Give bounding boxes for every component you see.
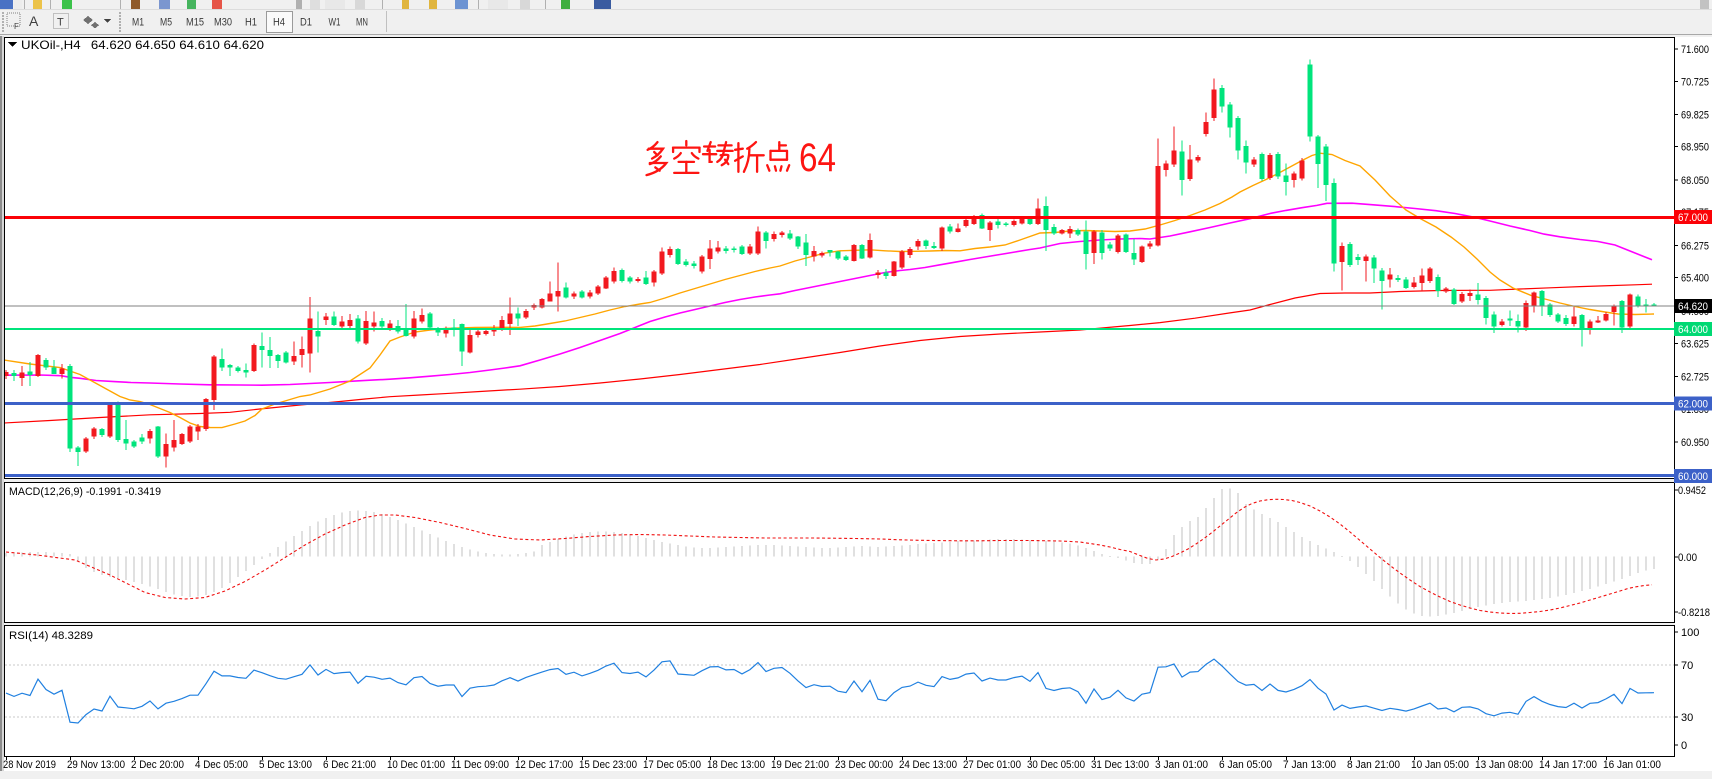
- svg-text:60.000: 60.000: [1678, 471, 1708, 483]
- svg-text:D1: D1: [300, 17, 312, 29]
- svg-text:0.9452: 0.9452: [1678, 485, 1706, 497]
- svg-text:18 Dec 13:00: 18 Dec 13:00: [707, 759, 765, 771]
- svg-text:-0.8218: -0.8218: [1678, 607, 1710, 619]
- svg-text:62.725: 62.725: [1681, 372, 1709, 384]
- svg-text:68.050: 68.050: [1681, 175, 1709, 187]
- svg-text:100: 100: [1681, 627, 1699, 639]
- svg-text:63.625: 63.625: [1681, 338, 1709, 350]
- svg-text:M5: M5: [160, 17, 172, 29]
- svg-text:H4: H4: [273, 17, 285, 29]
- svg-text:6 Dec 21:00: 6 Dec 21:00: [323, 759, 376, 771]
- svg-text:M15: M15: [186, 17, 204, 29]
- svg-text:24 Dec 13:00: 24 Dec 13:00: [899, 759, 957, 771]
- svg-text:28 Nov 2019: 28 Nov 2019: [3, 759, 56, 771]
- svg-text:H1: H1: [245, 17, 257, 29]
- svg-text:17 Dec 05:00: 17 Dec 05:00: [643, 759, 701, 771]
- svg-text:60.950: 60.950: [1681, 437, 1709, 449]
- svg-text:30 Dec 05:00: 30 Dec 05:00: [1027, 759, 1085, 771]
- svg-text:2 Dec 20:00: 2 Dec 20:00: [131, 759, 184, 771]
- svg-text:5 Dec 13:00: 5 Dec 13:00: [259, 759, 312, 771]
- svg-text:23 Dec 00:00: 23 Dec 00:00: [835, 759, 893, 771]
- svg-text:7 Jan 13:00: 7 Jan 13:00: [1283, 759, 1336, 771]
- svg-text:15 Dec 23:00: 15 Dec 23:00: [579, 759, 637, 771]
- svg-text:A: A: [29, 13, 39, 29]
- svg-text:6 Jan 05:00: 6 Jan 05:00: [1219, 759, 1272, 771]
- svg-text:13 Jan 08:00: 13 Jan 08:00: [1475, 759, 1533, 771]
- svg-text:65.400: 65.400: [1681, 273, 1709, 285]
- svg-text:14 Jan 17:00: 14 Jan 17:00: [1539, 759, 1597, 771]
- svg-text:10 Dec 01:00: 10 Dec 01:00: [387, 759, 445, 771]
- svg-text:29 Nov 13:00: 29 Nov 13:00: [67, 759, 125, 771]
- svg-text:64.000: 64.000: [1678, 324, 1708, 336]
- svg-text:RSI(14) 48.3289: RSI(14) 48.3289: [9, 630, 93, 642]
- svg-text:M1: M1: [132, 17, 144, 29]
- svg-text:0: 0: [1681, 740, 1687, 752]
- svg-text:F: F: [14, 22, 19, 31]
- svg-text:69.825: 69.825: [1681, 109, 1709, 121]
- svg-text:16 Jan 01:00: 16 Jan 01:00: [1603, 759, 1661, 771]
- svg-text:8 Jan 21:00: 8 Jan 21:00: [1347, 759, 1400, 771]
- svg-text:31 Dec 13:00: 31 Dec 13:00: [1091, 759, 1149, 771]
- svg-text:67.000: 67.000: [1678, 212, 1708, 224]
- svg-text:27 Dec 01:00: 27 Dec 01:00: [963, 759, 1021, 771]
- svg-text:70.725: 70.725: [1681, 76, 1709, 88]
- svg-text:4 Dec 05:00: 4 Dec 05:00: [195, 759, 248, 771]
- svg-text:19 Dec 21:00: 19 Dec 21:00: [771, 759, 829, 771]
- svg-text:0.00: 0.00: [1678, 552, 1697, 564]
- svg-text:T: T: [57, 17, 64, 29]
- svg-text:70: 70: [1681, 660, 1693, 672]
- svg-text:11 Dec 09:00: 11 Dec 09:00: [451, 759, 509, 771]
- svg-text:30: 30: [1681, 712, 1693, 724]
- svg-text:W1: W1: [329, 17, 341, 29]
- svg-text:66.275: 66.275: [1681, 240, 1709, 252]
- svg-text:12 Dec 17:00: 12 Dec 17:00: [515, 759, 573, 771]
- svg-text:62.000: 62.000: [1678, 399, 1708, 411]
- svg-text:64.620: 64.620: [1678, 301, 1708, 313]
- svg-text:10 Jan 05:00: 10 Jan 05:00: [1411, 759, 1469, 771]
- svg-text:MACD(12,26,9) -0.1991 -0.3419: MACD(12,26,9) -0.1991 -0.3419: [9, 486, 161, 498]
- svg-text:MN: MN: [356, 17, 368, 29]
- svg-text:68.950: 68.950: [1681, 142, 1709, 154]
- svg-text:64: 64: [799, 136, 836, 180]
- svg-text:3 Jan 01:00: 3 Jan 01:00: [1155, 759, 1208, 771]
- svg-text:M30: M30: [214, 17, 232, 29]
- svg-text:71.600: 71.600: [1681, 44, 1709, 56]
- svg-text:UKOil-,H4 64.620 64.650 64.61: UKOil-,H4 64.620 64.650 64.610 64.620: [21, 38, 264, 52]
